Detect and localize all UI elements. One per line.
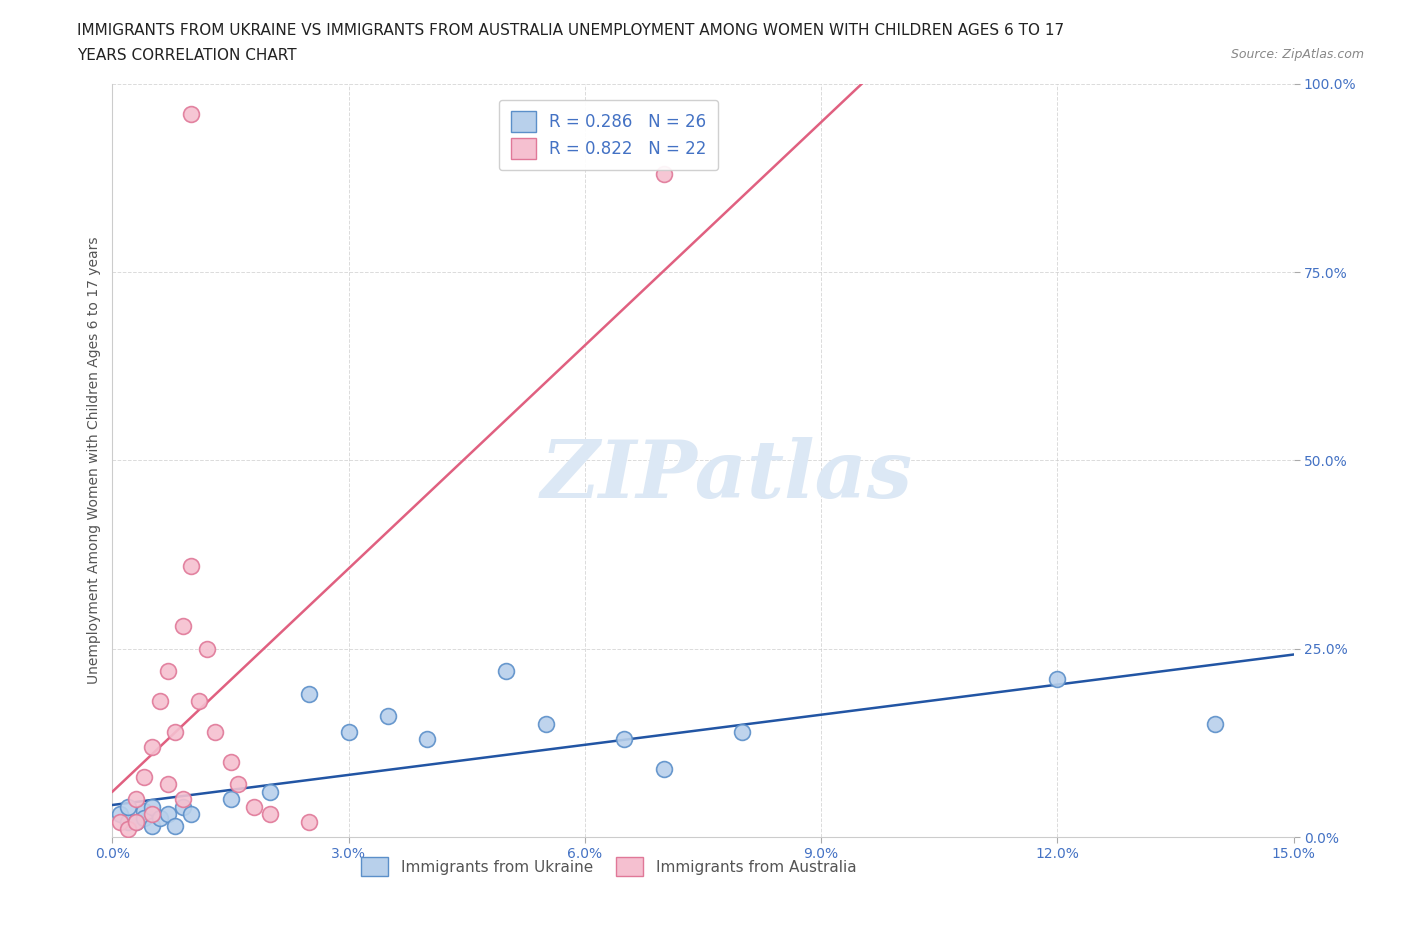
Y-axis label: Unemployment Among Women with Children Ages 6 to 17 years: Unemployment Among Women with Children A… <box>87 236 101 684</box>
Point <box>259 784 281 799</box>
Point <box>180 807 202 822</box>
Point <box>132 804 155 818</box>
Text: IMMIGRANTS FROM UKRAINE VS IMMIGRANTS FROM AUSTRALIA UNEMPLOYMENT AMONG WOMEN WI: IMMIGRANTS FROM UKRAINE VS IMMIGRANTS FR… <box>77 23 1064 38</box>
Point <box>110 815 132 830</box>
Point <box>149 811 172 826</box>
Point <box>125 815 148 830</box>
Text: ZIPatlas: ZIPatlas <box>540 437 912 514</box>
Point <box>180 558 202 573</box>
Point <box>125 815 148 830</box>
Legend: Immigrants from Ukraine, Immigrants from Australia: Immigrants from Ukraine, Immigrants from… <box>354 851 862 882</box>
Point <box>219 792 242 807</box>
Point <box>219 754 242 769</box>
Point <box>613 732 636 747</box>
Point <box>117 815 139 830</box>
Point <box>141 807 163 822</box>
Point <box>204 724 226 739</box>
Point <box>731 724 754 739</box>
Point <box>156 664 179 679</box>
Point <box>195 642 218 657</box>
Text: Source: ZipAtlas.com: Source: ZipAtlas.com <box>1230 48 1364 61</box>
Point <box>165 724 187 739</box>
Point <box>298 815 321 830</box>
Point <box>156 777 179 791</box>
Point <box>156 807 179 822</box>
Point <box>132 811 155 826</box>
Point <box>172 792 194 807</box>
Point <box>188 694 211 709</box>
Point <box>495 664 517 679</box>
Point <box>172 618 194 633</box>
Point <box>1046 671 1069 686</box>
Point <box>416 732 439 747</box>
Point <box>243 800 266 815</box>
Point <box>117 822 139 837</box>
Text: YEARS CORRELATION CHART: YEARS CORRELATION CHART <box>77 48 297 63</box>
Point <box>259 807 281 822</box>
Point <box>149 694 172 709</box>
Point <box>141 800 163 815</box>
Point <box>652 166 675 181</box>
Point <box>141 818 163 833</box>
Point <box>1204 717 1226 732</box>
Point <box>534 717 557 732</box>
Point <box>377 709 399 724</box>
Point <box>228 777 250 791</box>
Point <box>337 724 360 739</box>
Point <box>110 807 132 822</box>
Point <box>117 800 139 815</box>
Point <box>180 106 202 121</box>
Point <box>652 762 675 777</box>
Point <box>172 800 194 815</box>
Point <box>125 792 148 807</box>
Point <box>132 769 155 784</box>
Point <box>298 686 321 701</box>
Point <box>141 739 163 754</box>
Point <box>165 818 187 833</box>
